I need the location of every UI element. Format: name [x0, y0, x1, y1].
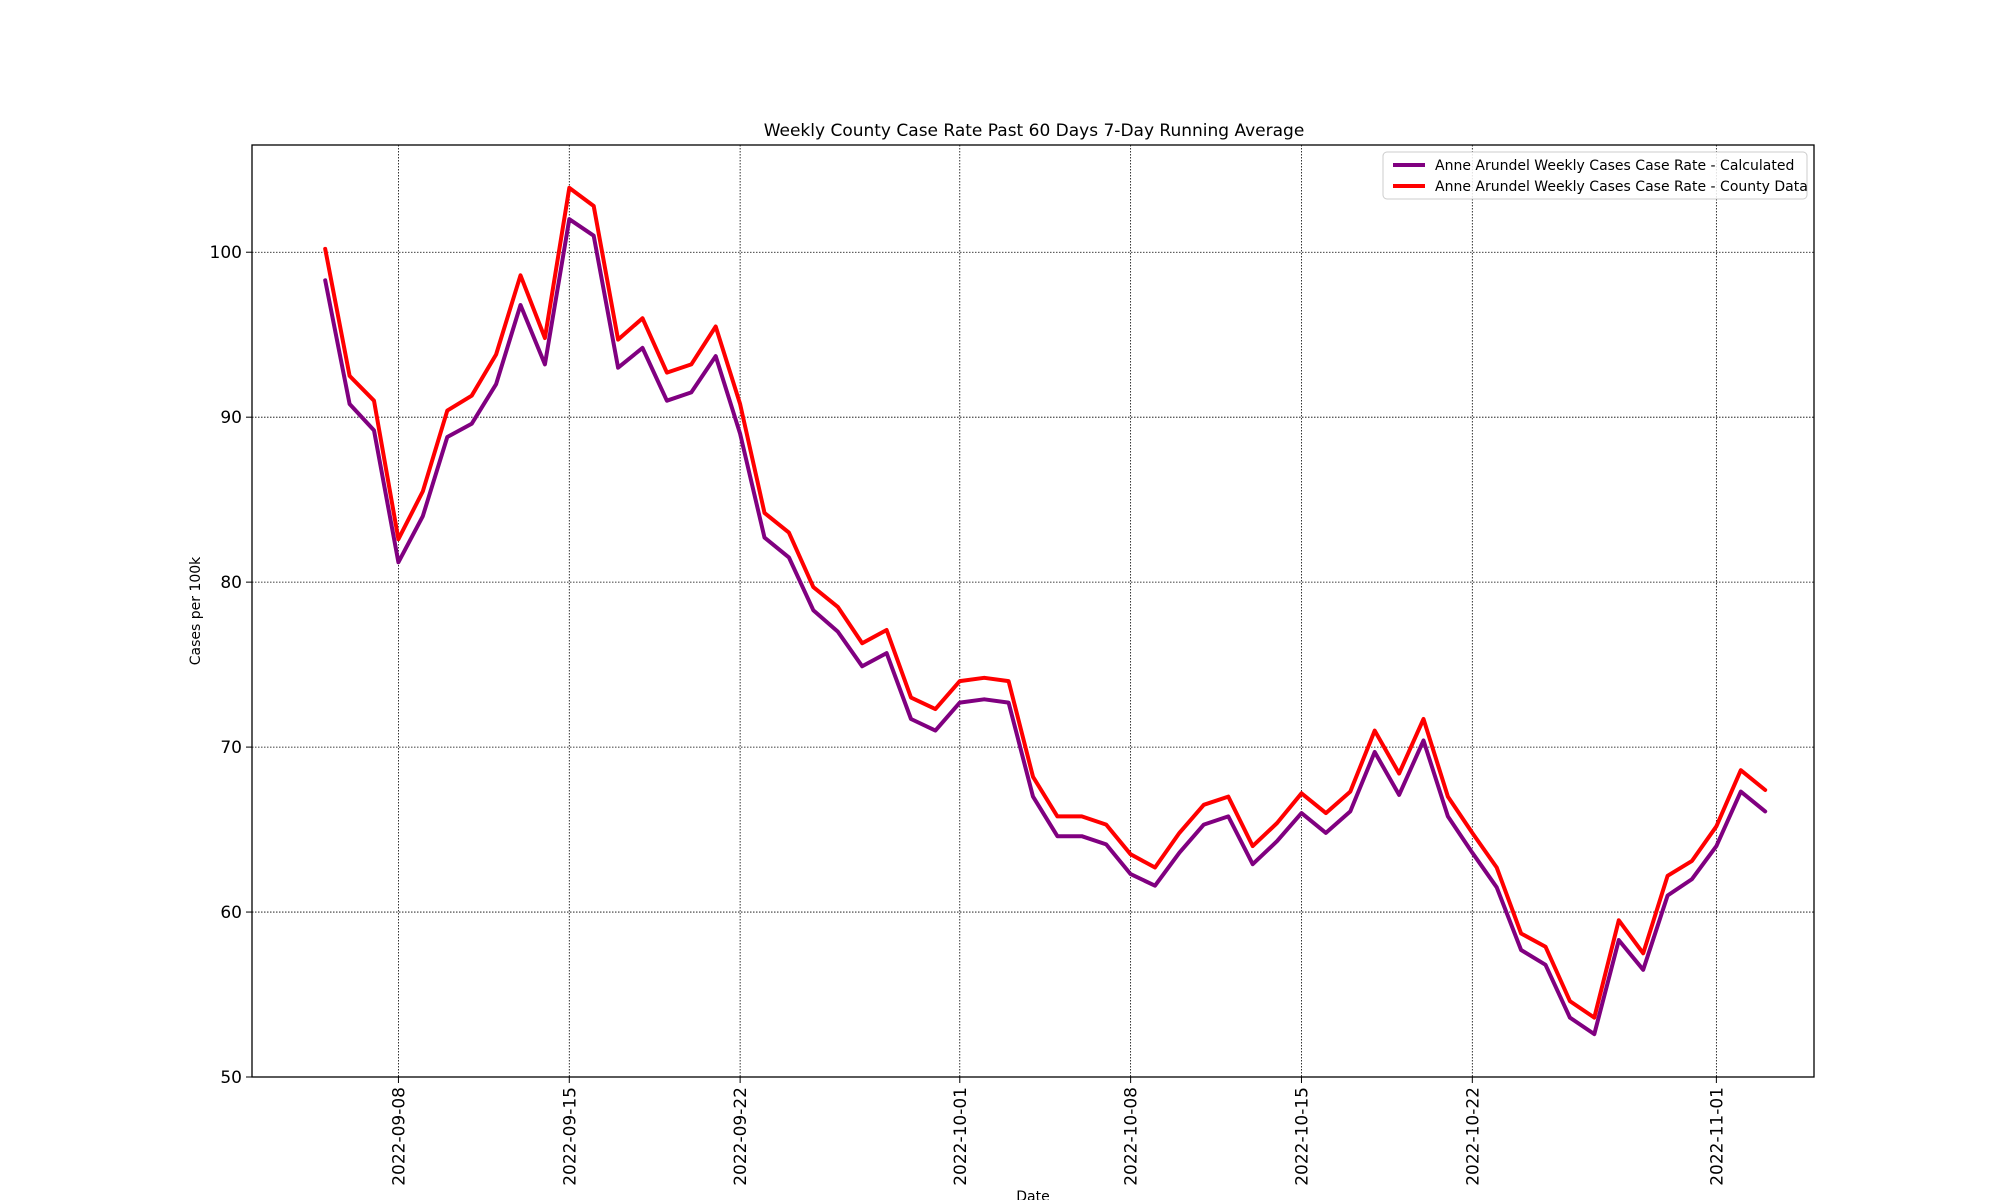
legend-box [1382, 151, 1808, 200]
x-axis-label: Date [1016, 1189, 1049, 1200]
grid-lines [252, 145, 1814, 1078]
series-lines [323, 185, 1768, 1037]
x-tick-label: 2022-09-08 [389, 1087, 409, 1186]
x-tick-label: 2022-11-01 [1707, 1087, 1727, 1186]
y-axis-label: Cases per 100k [188, 556, 204, 665]
y-tick-label: 100 [210, 243, 242, 263]
legend-label-1: Anne Arundel Weekly Cases Case Rate - Ca… [1435, 158, 1794, 174]
x-axis: 2022-09-08 2022-09-15 2022-09-22 2022-10-01… [389, 1077, 1727, 1186]
series-line-2 [323, 185, 1768, 1020]
y-tick-label: 50 [220, 1068, 242, 1088]
legend-label-2: Anne Arundel Weekly Cases Case Rate - Co… [1435, 179, 1808, 195]
y-axis: 50 60 70 80 90 100 [210, 243, 252, 1088]
y-tick-label: 80 [220, 573, 242, 593]
x-tick-label: 2022-10-01 [951, 1087, 971, 1186]
x-tick-label: 2022-09-15 [560, 1087, 580, 1186]
plot-frame [251, 144, 1815, 1078]
legend: Anne Arundel Weekly Cases Case Rate - Ca… [1382, 151, 1808, 200]
y-tick-label: 90 [220, 408, 242, 428]
y-tick-label: 70 [220, 738, 242, 758]
chart-title: Weekly County Case Rate Past 60 Days 7-D… [764, 121, 1305, 141]
x-tick-label: 2022-09-22 [731, 1087, 751, 1186]
y-tick-label: 60 [220, 903, 242, 923]
x-tick-label: 2022-10-22 [1463, 1087, 1483, 1186]
x-tick-label: 2022-10-15 [1292, 1087, 1312, 1186]
x-tick-label: 2022-10-08 [1122, 1087, 1142, 1186]
series-line-1 [323, 217, 1768, 1037]
